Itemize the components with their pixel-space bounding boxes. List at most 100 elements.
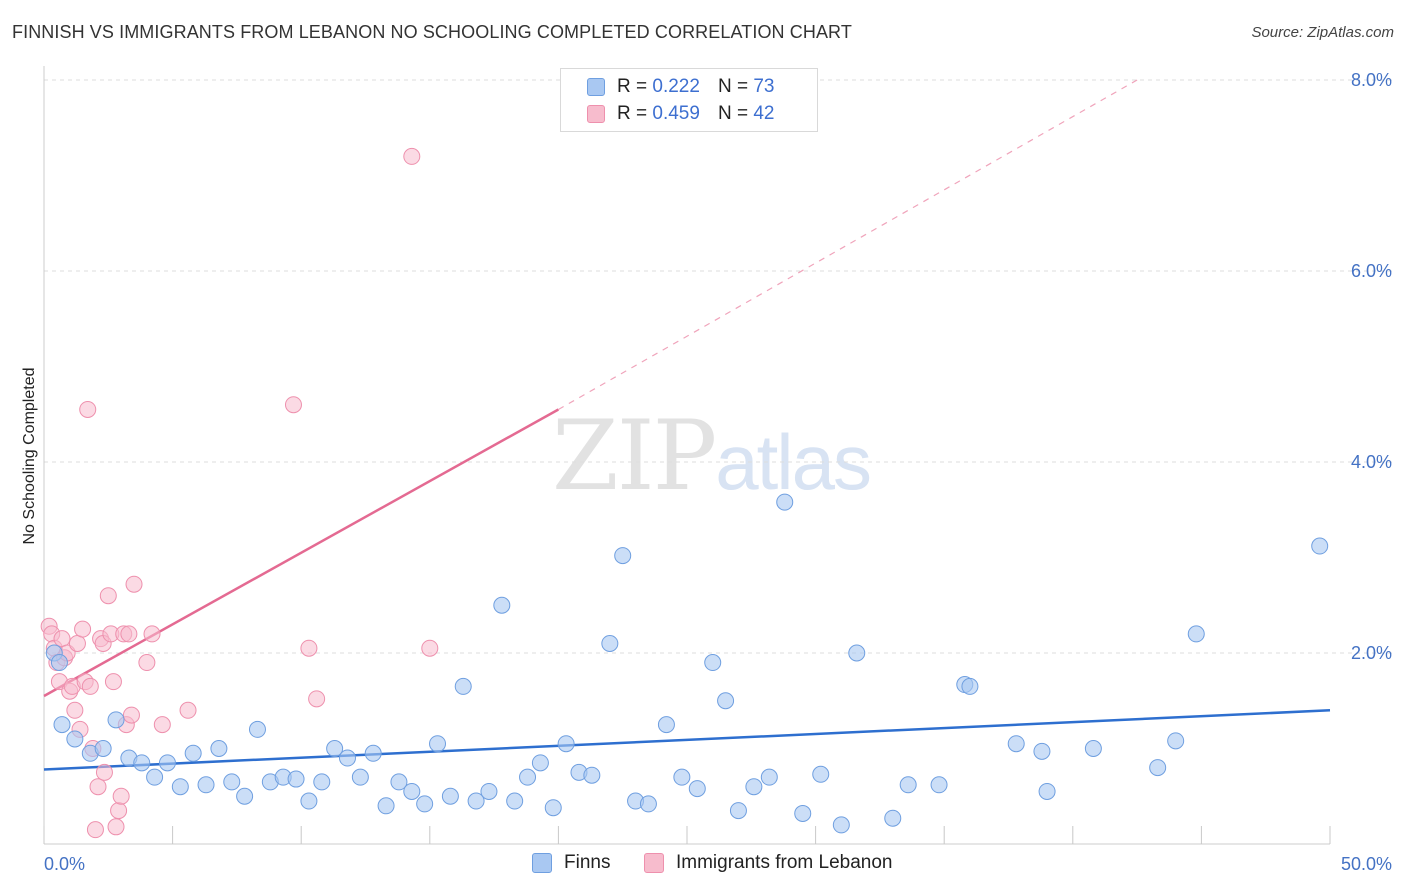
watermark-zip: ZIP: [552, 400, 717, 512]
lebanon-point: [95, 763, 113, 781]
x-tick-label-max: 50.0%: [1341, 854, 1392, 874]
lebanon-point: [81, 677, 99, 695]
grid-lines: [44, 79, 1392, 654]
finns-point: [416, 795, 434, 813]
lebanon-point: [308, 690, 326, 708]
lebanon-point: [74, 620, 92, 638]
finns-point: [480, 782, 498, 800]
finns-point: [53, 716, 71, 734]
lebanon-point: [110, 802, 128, 820]
lebanon-point: [120, 625, 138, 643]
lebanon-point: [122, 706, 140, 724]
x-tick-label-min: 0.0%: [44, 854, 85, 874]
y-tick-label: 4.0%: [1351, 452, 1392, 472]
finns-point: [673, 768, 691, 786]
lebanon-point: [421, 639, 439, 657]
finns-legend-label: Finns: [564, 852, 611, 873]
lebanon-point: [125, 575, 143, 593]
finns-point: [338, 749, 356, 767]
finns-point: [812, 765, 830, 783]
legend-row-finns: R = 0.222 N = 73: [587, 74, 774, 100]
lebanon-r-value: 0.459: [652, 103, 700, 124]
finns-point: [688, 780, 706, 798]
finns-n-value: 73: [753, 76, 775, 97]
finns-point: [544, 799, 562, 817]
finns-point: [704, 654, 722, 672]
finns-point: [326, 740, 344, 757]
finns-point: [441, 787, 459, 805]
lebanon-point: [284, 396, 302, 414]
legend-r-label: R =: [617, 103, 648, 124]
series-finns-points: [45, 493, 1329, 834]
lebanon-trend-extension: [558, 79, 1138, 410]
finns-point: [1038, 782, 1056, 800]
finns-point: [519, 768, 537, 786]
legend-n-label: N =: [717, 76, 749, 97]
lebanon-point: [66, 701, 84, 719]
lebanon-point: [112, 787, 130, 805]
lebanon-legend-label: Immigrants from Lebanon: [676, 852, 893, 873]
legend-item-lebanon[interactable]: Immigrants from Lebanon: [644, 852, 893, 874]
chart-title: FINNISH VS IMMIGRANTS FROM LEBANON NO SC…: [12, 22, 852, 42]
legend-item-finns[interactable]: Finns: [532, 852, 610, 874]
finns-point: [601, 634, 619, 652]
lebanon-point: [107, 818, 125, 836]
finns-point: [248, 720, 266, 738]
tick-labels: 2.0% 4.0% 6.0% 8.0% 0.0% 50.0%: [44, 70, 1392, 874]
finns-point: [657, 716, 675, 734]
finns-r-value: 0.222: [652, 76, 700, 97]
finns-point: [1084, 740, 1102, 757]
axes: [43, 66, 1331, 845]
lebanon-point: [153, 716, 171, 734]
finns-point: [1033, 742, 1051, 760]
finns-point: [236, 787, 254, 805]
legend-r-label: R =: [617, 76, 648, 97]
series-legend: Finns Immigrants from Lebanon: [0, 852, 1406, 878]
finns-trend-line: [43, 709, 1331, 771]
finns-point: [639, 795, 657, 813]
lebanon-point: [104, 673, 122, 691]
finns-legend-swatch: [532, 853, 552, 873]
finns-point: [313, 773, 331, 791]
finns-point: [107, 711, 125, 729]
finns-point: [1311, 537, 1329, 555]
finns-point: [158, 754, 176, 772]
finns-point: [364, 744, 382, 762]
finns-point: [776, 493, 794, 511]
finns-point: [899, 776, 917, 794]
finns-point: [390, 773, 408, 791]
finns-point: [745, 778, 763, 796]
finns-point: [50, 654, 68, 672]
finns-point: [848, 644, 866, 662]
source-credit: Source: ZipAtlas.com: [1251, 24, 1394, 41]
finns-point: [403, 782, 421, 800]
lebanon-point: [68, 634, 86, 652]
trend-lines: [43, 79, 1331, 771]
finns-point: [884, 809, 902, 827]
lebanon-point: [89, 778, 107, 796]
lebanon-point: [403, 147, 421, 165]
lebanon-point: [99, 587, 117, 605]
finns-point: [351, 768, 369, 786]
finns-point: [729, 802, 747, 820]
lebanon-point: [79, 400, 97, 418]
finns-point: [531, 754, 549, 772]
lebanon-point: [143, 625, 161, 643]
lebanon-swatch: [587, 105, 605, 123]
finns-point: [794, 804, 812, 822]
finns-point: [133, 754, 151, 772]
lebanon-point: [300, 639, 318, 657]
finns-point: [300, 792, 318, 810]
finns-point: [1167, 732, 1185, 750]
finns-point: [287, 770, 305, 788]
finns-point: [1007, 735, 1025, 753]
finns-point: [614, 547, 632, 565]
finns-point: [171, 778, 189, 796]
finns-point: [197, 776, 215, 794]
finns-point: [930, 776, 948, 794]
finns-point: [377, 797, 395, 815]
finns-point: [493, 596, 511, 614]
y-tick-label: 2.0%: [1351, 643, 1392, 663]
lebanon-legend-swatch: [644, 853, 664, 873]
